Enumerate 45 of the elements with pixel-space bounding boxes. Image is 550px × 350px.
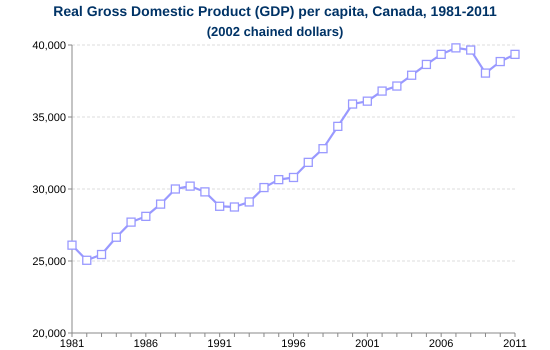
point	[333, 122, 342, 132]
point	[362, 96, 372, 106]
point	[348, 99, 358, 109]
point	[185, 181, 195, 191]
x-tick-label: 2011	[503, 338, 527, 350]
point	[67, 240, 77, 250]
point	[96, 250, 106, 260]
x-tick-label: 1991	[207, 338, 232, 350]
point	[510, 50, 520, 60]
point	[200, 187, 210, 197]
point	[244, 197, 254, 207]
chart-subtitle: (2002 chained dollars)	[206, 24, 344, 39]
point	[318, 144, 328, 154]
x-tick-label: 2006	[428, 338, 454, 350]
x-tick-label: 1981	[60, 338, 84, 350]
point	[230, 202, 240, 212]
y-tick-label: 20,000	[32, 328, 66, 340]
point	[392, 81, 402, 91]
point	[466, 45, 476, 55]
point	[288, 172, 298, 182]
point	[406, 70, 416, 80]
point	[304, 158, 313, 168]
point	[422, 60, 432, 70]
y-tick-label: 40,000	[32, 40, 66, 52]
x-tick-label: 1986	[134, 338, 158, 350]
point	[141, 212, 150, 222]
point	[170, 184, 180, 194]
point	[377, 86, 387, 96]
chart-title: Real Gross Domestic Product (GDP) per capita, Canada, 1981-2011	[53, 3, 497, 19]
y-tick-label: 25,000	[32, 256, 66, 268]
point	[259, 182, 269, 192]
x-tick-label: 2001	[355, 338, 380, 350]
x-tick-label: 1996	[281, 338, 306, 350]
point	[156, 199, 166, 209]
point	[215, 202, 224, 211]
y-tick-label: 35,000	[32, 112, 66, 124]
point	[82, 256, 92, 265]
point	[126, 217, 136, 227]
point	[436, 50, 446, 60]
point	[480, 68, 490, 78]
point	[274, 174, 284, 184]
point	[451, 43, 461, 53]
point	[112, 232, 121, 242]
y-tick-label: 30,000	[32, 184, 66, 196]
point	[496, 56, 505, 66]
